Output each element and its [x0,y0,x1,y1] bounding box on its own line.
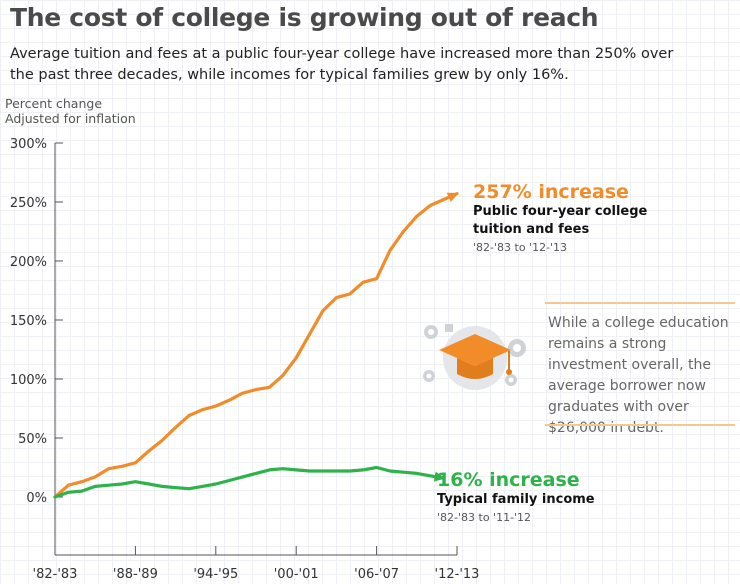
tuition-headline: 257% increase [473,181,629,203]
y-tick-label-3: 150% [10,314,47,329]
income-headline: 16% increase [437,469,580,491]
x-tick-label-0: '82-'83 [33,567,78,582]
debt-note: While a college education remains a stro… [548,315,729,436]
tuition-range: '82-'83 to '12-'13 [473,241,568,254]
income-series-line [53,465,446,499]
y-tick-label-6: 300% [10,137,47,152]
y-tick-label-2: 100% [10,373,47,388]
chart-subtitle: Average tuition and fees at a public fou… [10,46,674,83]
y-axis-label-line-2: Adjusted for inflation [5,111,136,126]
tuition-series-line [53,192,459,499]
tuition-label-line-2: tuition and fees [473,222,590,237]
graduation-cap-with-gears-icon [423,324,526,390]
y-axis-label-line-1: Percent change [5,96,103,111]
x-tick-label-4: '06-'07 [354,567,399,582]
x-tick-label-5: '12-'13 [435,567,480,582]
y-tick-label-1: 50% [18,432,47,447]
x-tick-label-1: '88-'89 [113,567,158,582]
y-tick-label-0: 0% [26,491,47,506]
income-range: '82-'83 to '11-'12 [437,511,532,524]
tuition-annotation: 257% increase Public four-year college t… [473,181,647,254]
y-axis-label: Percent change Adjusted for inflation [5,96,136,126]
income-annotation: 16% increase Typical family income '82-'… [437,469,595,524]
x-tick-label-3: '00-'01 [274,567,319,582]
chart-title: The cost of college is growing out of re… [10,3,599,32]
x-tick-label-2: '94-'95 [193,567,238,582]
income-series-arrowhead [433,471,446,482]
y-tick-label-5: 250% [10,196,47,211]
y-tick-label-4: 200% [10,255,47,270]
tuition-series-arrowhead [446,192,459,202]
income-label: Typical family income [437,492,595,507]
note-divider-top [545,302,735,304]
tuition-label-line-1: Public four-year college [473,204,648,219]
note-divider-bottom [545,424,735,426]
